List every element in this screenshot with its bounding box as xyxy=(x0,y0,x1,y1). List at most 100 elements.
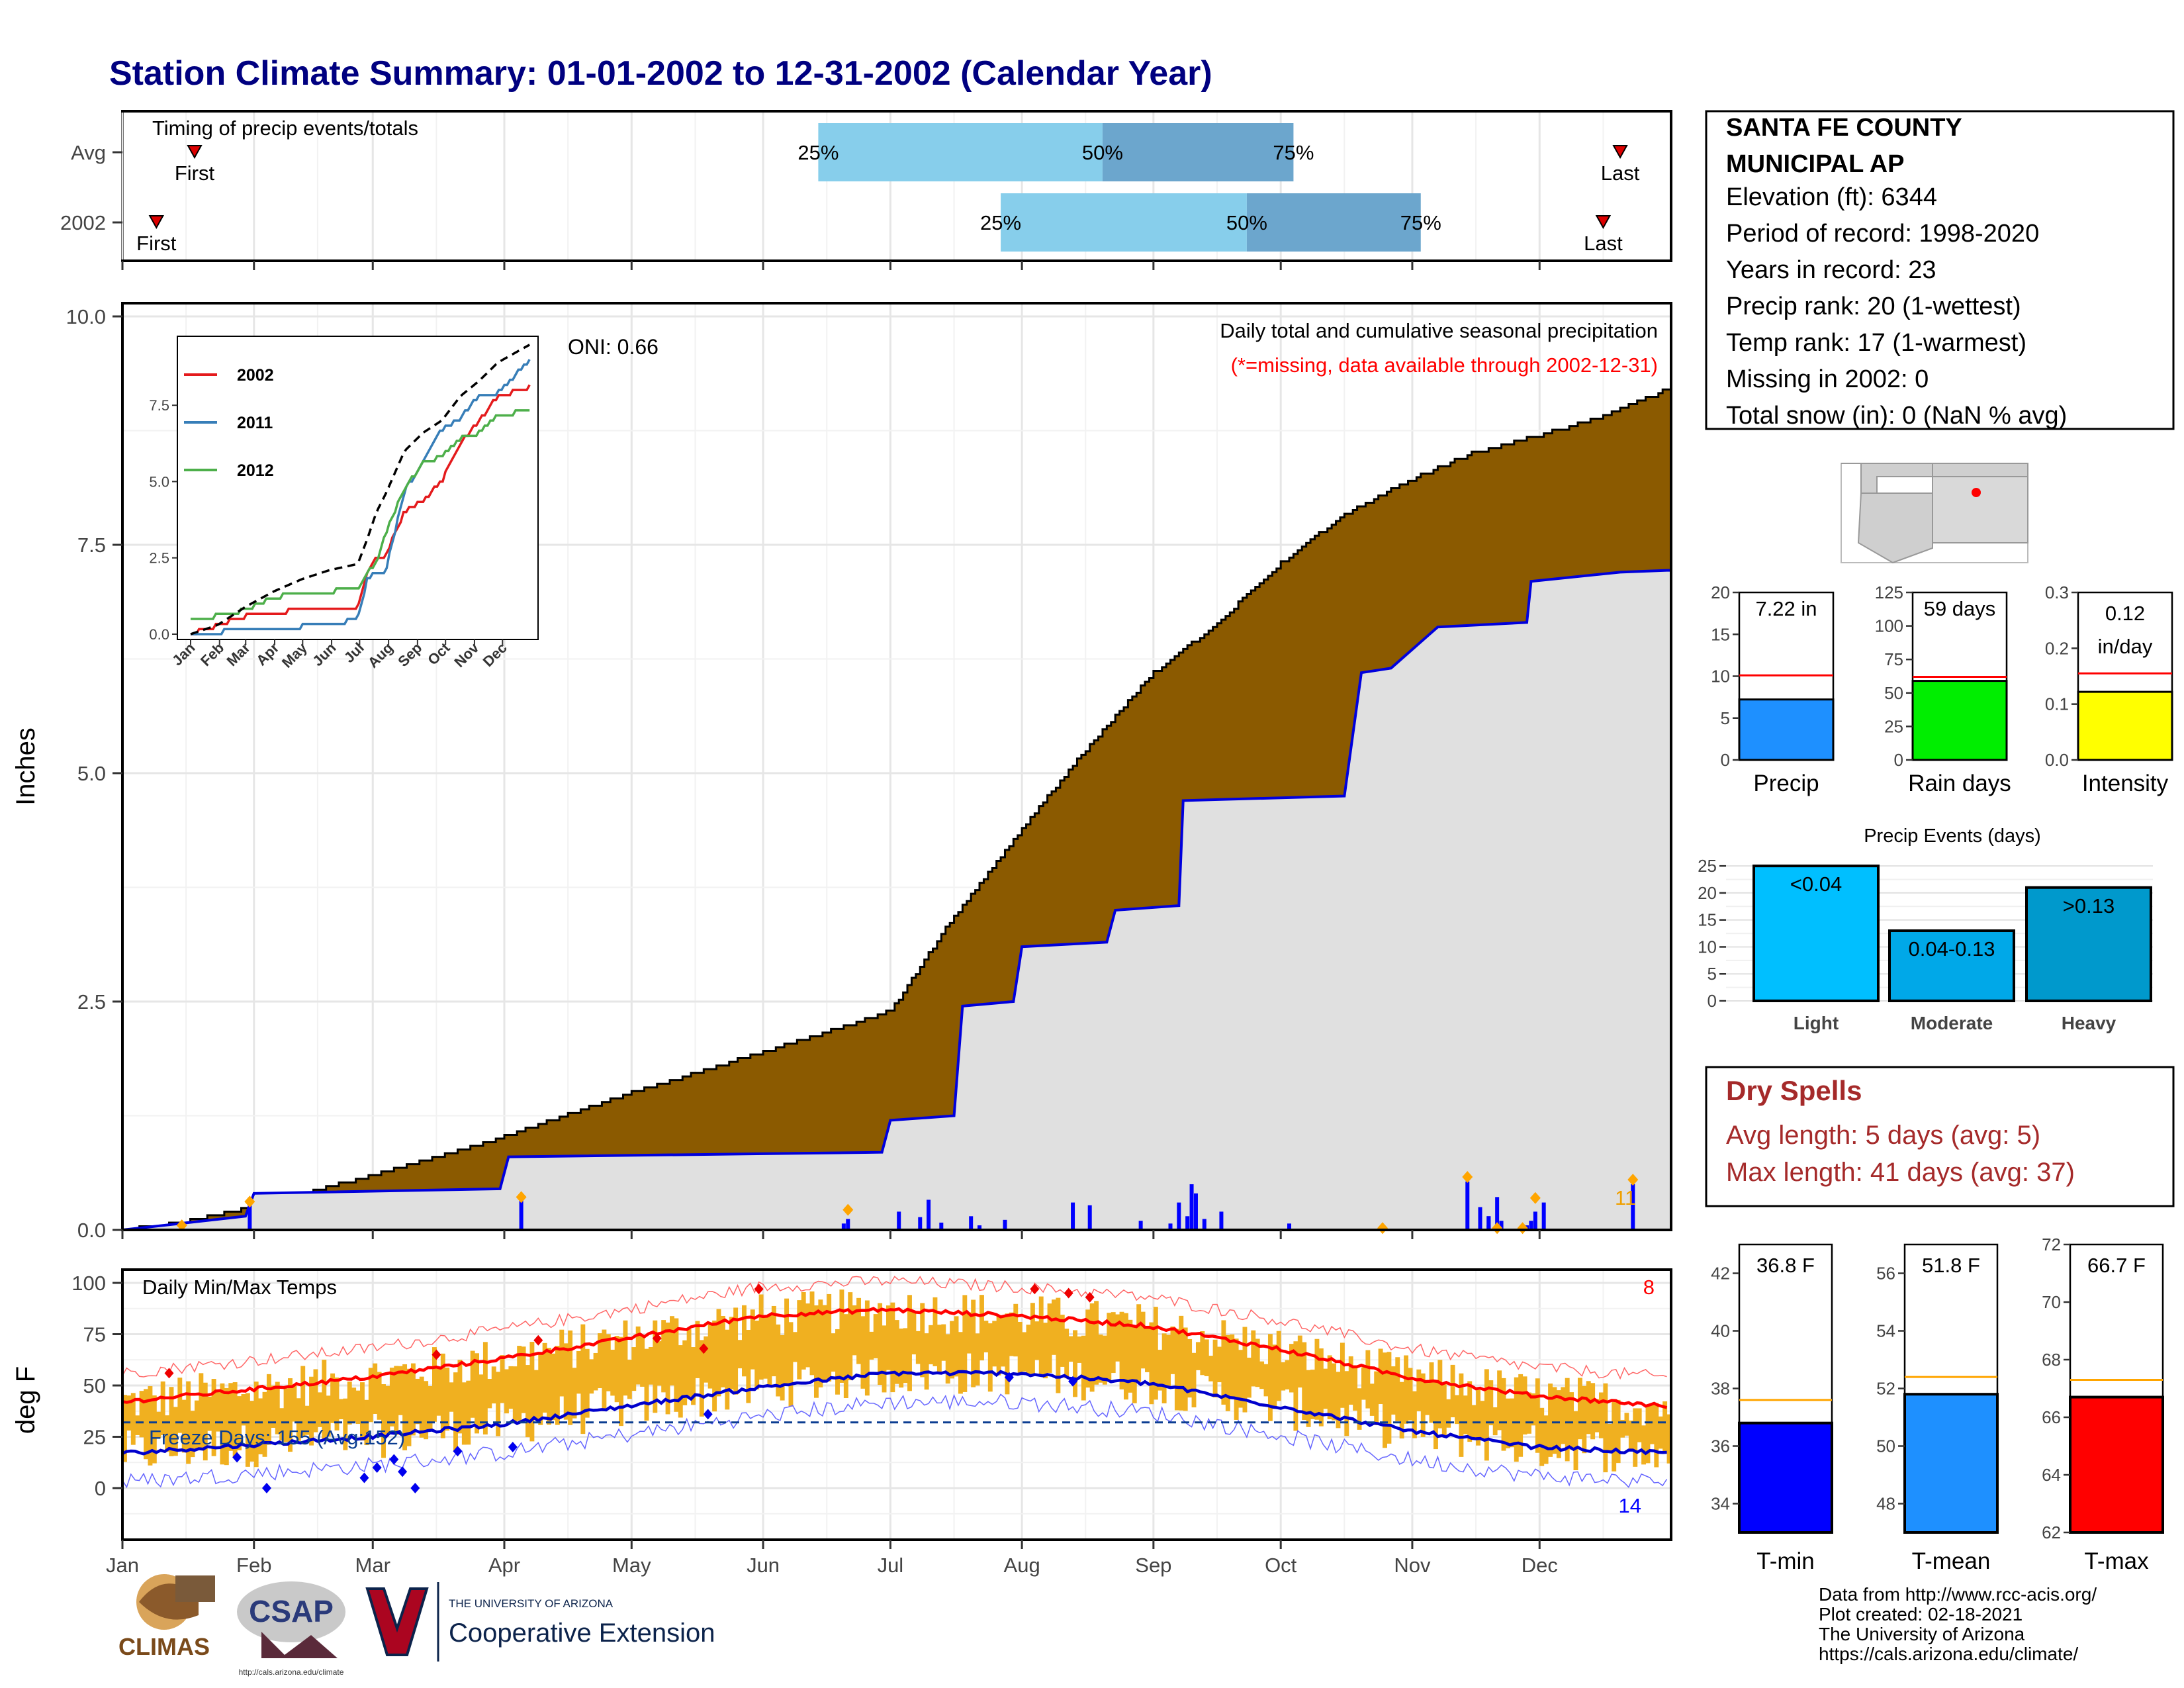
daily-temp-bar xyxy=(1527,1392,1531,1434)
daily-precip-bar xyxy=(1287,1223,1292,1230)
mini-bar-precip xyxy=(1738,698,1835,761)
footer-credits: Data from http://www.rcc-acis.org/Plot c… xyxy=(1819,1584,2097,1664)
events-title: Precip Events (days) xyxy=(1864,825,2041,847)
climas-text: CLIMAS xyxy=(118,1633,210,1660)
daily-temp-bar xyxy=(886,1305,891,1370)
mini-bar-ytick: 5 xyxy=(1721,708,1730,728)
events-ytick: 5 xyxy=(1707,964,1717,984)
record-high-marker xyxy=(699,1343,709,1354)
daily-temp-bar xyxy=(169,1387,174,1456)
daily-temp-bar xyxy=(758,1294,764,1380)
temp-ytick: 75 xyxy=(83,1323,106,1346)
record-min-line xyxy=(122,1393,1668,1489)
record-low-marker xyxy=(1004,1372,1014,1383)
daily-temp-bar xyxy=(1107,1313,1112,1382)
dry-spells-max: Max length: 41 days (avg: 37) xyxy=(1726,1158,2075,1187)
daily-temp-bar xyxy=(449,1382,454,1412)
precip-event-marker xyxy=(1529,1192,1541,1204)
daily-temp-bar xyxy=(771,1305,776,1377)
daily-temp-bar xyxy=(1056,1297,1061,1393)
daily-temp-bar xyxy=(975,1333,980,1386)
daily-temp-bar xyxy=(1666,1414,1672,1464)
daily-temp-bar xyxy=(1242,1327,1248,1413)
daily-temp-bar xyxy=(589,1359,594,1394)
daily-temp-bar xyxy=(326,1395,331,1437)
record-low-marker xyxy=(508,1442,518,1452)
daily-temp-bar xyxy=(1187,1338,1193,1398)
daily-temp-bar xyxy=(130,1393,136,1445)
precip-ytick: 0.0 xyxy=(77,1219,106,1242)
station-info-line: Temp rank: 17 (1-warmest) xyxy=(1726,329,2026,357)
month-label: Jun xyxy=(747,1554,780,1577)
daily-temp-bar xyxy=(936,1325,942,1374)
inset-line-2002 xyxy=(191,384,531,635)
daily-precip-bar xyxy=(1541,1202,1546,1230)
temp-bar-ytick: 52 xyxy=(1876,1379,1895,1399)
daily-temp-bar xyxy=(843,1314,848,1399)
record-high-marker xyxy=(754,1284,764,1295)
daily-temp-bar xyxy=(640,1335,645,1387)
daily-temp-bar xyxy=(487,1378,492,1409)
daily-temp-bar xyxy=(1153,1307,1158,1400)
daily-temp-bar xyxy=(848,1292,853,1381)
daily-temp-bar xyxy=(1123,1313,1128,1400)
temp-bar-ytick: 36 xyxy=(1711,1436,1730,1456)
daily-temp-bar xyxy=(135,1415,140,1435)
daily-temp-bar xyxy=(954,1316,959,1377)
daily-temp-bar xyxy=(334,1377,340,1430)
dry-spells-box: Dry Spells Avg length: 5 days (avg: 5) M… xyxy=(1705,1066,2175,1207)
daily-temp-bar xyxy=(1158,1350,1163,1391)
daily-temp-bar xyxy=(1488,1380,1494,1426)
events-ytick: 15 xyxy=(1698,910,1717,930)
record-low-marker xyxy=(232,1452,242,1463)
temp-ytick: 25 xyxy=(83,1426,106,1449)
last-marker-label: Last xyxy=(1584,232,1623,255)
inset-ytick: 7.5 xyxy=(149,397,169,414)
daily-temp-bar xyxy=(1535,1378,1540,1453)
daily-precip-bar xyxy=(1193,1193,1198,1230)
daily-temp-bar xyxy=(385,1385,390,1434)
daily-temp-bar xyxy=(1332,1363,1337,1421)
daily-temp-bar xyxy=(377,1372,382,1420)
daily-temp-bar xyxy=(1001,1316,1005,1367)
last-marker xyxy=(1612,145,1628,160)
record-high-marker xyxy=(432,1349,441,1360)
daily-temp-bar xyxy=(1191,1352,1197,1408)
daily-temp-bar xyxy=(1323,1368,1328,1409)
daily-temp-bar xyxy=(1017,1321,1023,1374)
inset-line-2012 xyxy=(191,409,530,620)
daily-temp-bar xyxy=(598,1333,602,1389)
temp-bar-ytick: 38 xyxy=(1711,1379,1730,1399)
daily-temp-bar xyxy=(304,1405,310,1435)
temp-bar-value: 66.7 F xyxy=(2087,1254,2146,1277)
daily-temp-bar xyxy=(1433,1380,1438,1450)
mini-bar-intensity xyxy=(2077,690,2173,761)
daily-temp-bar xyxy=(1353,1365,1358,1411)
daily-precip-bar xyxy=(918,1217,923,1230)
daily-temp-bar xyxy=(801,1291,806,1370)
month-label: Dec xyxy=(1522,1554,1558,1577)
daily-temp-bar xyxy=(911,1311,917,1355)
daily-temp-bar xyxy=(1204,1339,1209,1376)
temp-ytick: 0 xyxy=(95,1477,106,1500)
month-label: Oct xyxy=(1265,1554,1297,1577)
daily-precip-bar xyxy=(1189,1184,1194,1230)
daily-temp-bar xyxy=(682,1340,688,1405)
daily-temp-bar xyxy=(962,1295,968,1392)
mini-bar-ytick: 10 xyxy=(1711,667,1730,686)
daily-temp-bar xyxy=(232,1382,238,1458)
daily-temp-bar xyxy=(568,1330,573,1425)
daily-temp-bar xyxy=(428,1386,433,1430)
daily-temp-bar xyxy=(1505,1398,1510,1448)
daily-temp-bar xyxy=(933,1297,938,1366)
daily-temp-bar xyxy=(1429,1362,1434,1423)
daily-temp-bar xyxy=(482,1342,488,1435)
daily-temp-bar xyxy=(1276,1331,1281,1401)
daily-temp-bar xyxy=(190,1411,195,1458)
oni-label: ONI: 0.66 xyxy=(568,335,659,359)
daily-temp-bar xyxy=(695,1321,700,1378)
daily-temp-bar xyxy=(1166,1335,1171,1388)
first-marker xyxy=(187,145,203,160)
daily-temp-bar xyxy=(1450,1364,1455,1418)
mini-bar-ytick: 0.1 xyxy=(2045,694,2069,714)
